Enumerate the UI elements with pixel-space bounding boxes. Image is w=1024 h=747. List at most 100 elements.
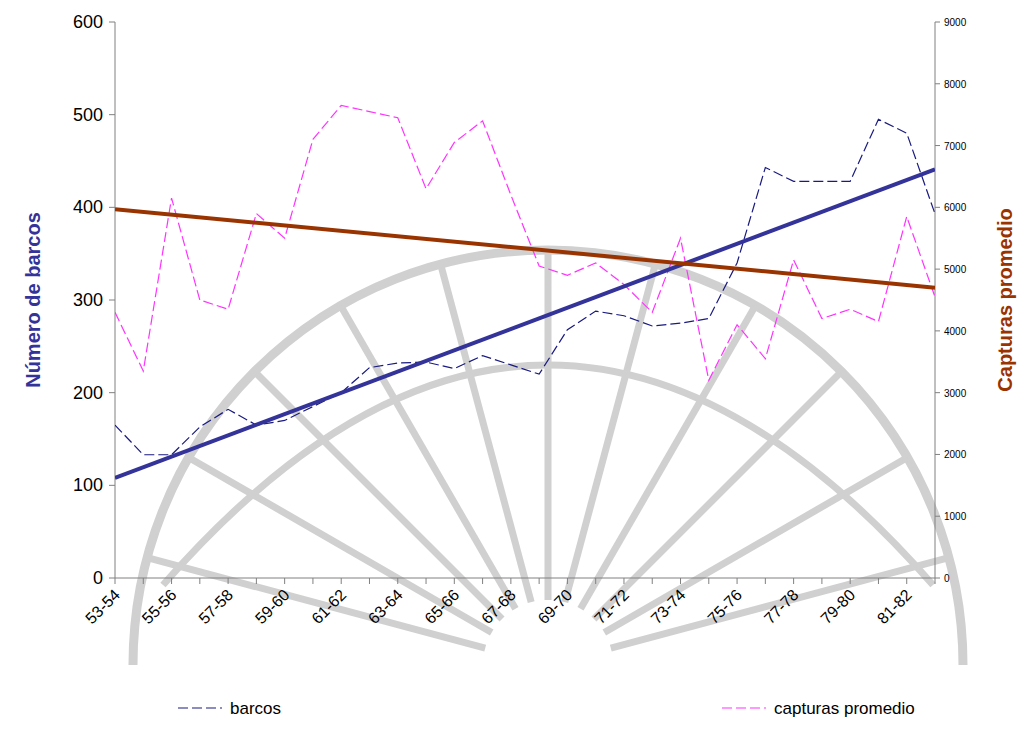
y2-tick	[935, 22, 940, 23]
x-tick-label: 61-62	[308, 586, 349, 627]
series-line	[115, 105, 935, 380]
y2-tick	[935, 392, 940, 393]
y-tick	[109, 485, 115, 486]
x-tick-label: 69-70	[535, 586, 576, 627]
x-tick	[652, 578, 653, 584]
trend-line	[115, 169, 935, 478]
x-tick	[567, 578, 568, 584]
x-tick	[369, 578, 370, 584]
y-tick	[109, 578, 115, 579]
watermark-spoke	[441, 264, 532, 602]
watermark-spoke	[255, 372, 502, 619]
x-axis-line	[115, 578, 935, 579]
x-tick	[115, 578, 116, 584]
y-tick-label: 200	[73, 383, 103, 403]
trend-line	[115, 209, 935, 287]
x-tick	[171, 578, 172, 584]
y2-tick-label: 9000	[944, 17, 967, 28]
y2-tick-label: 5000	[944, 264, 967, 275]
x-tick	[850, 578, 851, 584]
x-tick	[341, 578, 342, 584]
x-tick	[256, 578, 257, 584]
y2-tick-label: 6000	[944, 202, 967, 213]
x-tick	[143, 578, 144, 584]
x-tick	[284, 578, 285, 584]
series-line	[115, 119, 935, 454]
x-tick-label: 81-82	[874, 586, 915, 627]
y2-tick-label: 1000	[944, 511, 967, 522]
legend-label: barcos	[230, 699, 281, 718]
x-tick-label: 57-58	[195, 586, 236, 627]
watermark-spoke	[147, 558, 485, 649]
legend-label: capturas promedio	[774, 699, 915, 718]
y2-tick-label: 2000	[944, 449, 967, 460]
x-tick	[821, 578, 822, 584]
y-axis-title: Número de barcos	[22, 212, 44, 388]
x-tick-label: 75-76	[704, 586, 745, 627]
x-tick-label: 71-72	[591, 586, 632, 627]
x-tick-label: 65-66	[421, 586, 462, 627]
y2-tick-label: 4000	[944, 326, 967, 337]
watermark	[133, 250, 963, 665]
x-tick-label: 55-56	[139, 586, 180, 627]
x-tick-label: 53-54	[82, 586, 123, 627]
y2-tick	[935, 83, 940, 84]
x-tick	[680, 578, 681, 584]
x-tick	[454, 578, 455, 584]
legend-swatch	[178, 707, 222, 708]
y2-tick-label: 8000	[944, 79, 967, 90]
x-tick-label: 59-60	[252, 586, 293, 627]
x-tick-label: 77-78	[761, 586, 802, 627]
y2-tick	[935, 578, 940, 579]
y2-tick	[935, 145, 940, 146]
x-tick	[397, 578, 398, 584]
x-tick	[708, 578, 709, 584]
y-tick-label: 400	[73, 197, 103, 217]
y2-tick	[935, 207, 940, 208]
legend-swatch	[722, 707, 766, 708]
x-tick	[623, 578, 624, 584]
x-tick-label: 63-64	[365, 586, 406, 627]
x-tick-label: 79-80	[817, 586, 858, 627]
x-tick	[228, 578, 229, 584]
x-tick	[426, 578, 427, 584]
y-tick-label: 0	[93, 568, 103, 588]
x-tick	[935, 578, 936, 584]
x-tick	[793, 578, 794, 584]
y2-tick-label: 0	[944, 573, 950, 584]
plot-area	[115, 105, 935, 478]
y-tick-label: 300	[73, 290, 103, 310]
y-tick	[109, 392, 115, 393]
x-tick	[595, 578, 596, 584]
y2-axis-line	[935, 22, 936, 578]
legend: barcos capturas promedio	[178, 699, 915, 718]
x-tick	[765, 578, 766, 584]
x-tick	[539, 578, 540, 584]
y-tick-label: 500	[73, 105, 103, 125]
x-tick	[510, 578, 511, 584]
y2-tick	[935, 269, 940, 270]
x-tick	[878, 578, 879, 584]
y-tick	[109, 207, 115, 208]
y2-axis-title: Capturas promedio	[994, 208, 1016, 391]
watermark-spoke	[545, 250, 552, 600]
watermark-spoke	[611, 558, 949, 649]
y-tick-label: 100	[73, 475, 103, 495]
x-tick-label: 67-68	[478, 586, 519, 627]
x-tick-label: 73-74	[648, 586, 689, 627]
y2-tick-label: 3000	[944, 388, 967, 399]
x-tick	[199, 578, 200, 584]
axes	[115, 22, 935, 578]
x-tick	[737, 578, 738, 584]
y-tick	[109, 22, 115, 23]
y-tick	[109, 300, 115, 301]
watermark-arc	[133, 250, 963, 665]
y-tick-label: 600	[73, 12, 103, 32]
x-tick	[312, 578, 313, 584]
y2-tick-label: 7000	[944, 141, 967, 152]
watermark-spoke	[594, 372, 841, 619]
y2-tick	[935, 516, 940, 517]
x-tick	[906, 578, 907, 584]
y-tick	[109, 114, 115, 115]
y2-tick	[935, 454, 940, 455]
